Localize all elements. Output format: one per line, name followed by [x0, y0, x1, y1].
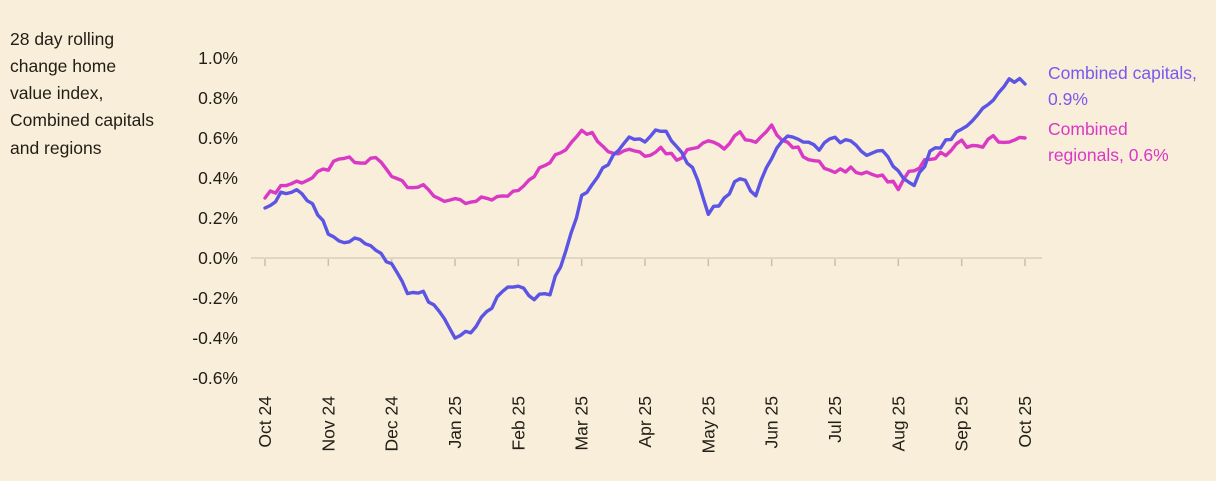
- x-tick-label: Oct 25: [1015, 396, 1035, 448]
- y-tick-label: -0.6%: [192, 368, 238, 388]
- y-tick-label: 0.8%: [198, 88, 238, 108]
- chart-title: 28 day rolling change home value index, …: [10, 29, 154, 158]
- legend-regionals-label: Combined regionals, 0.6%: [1048, 119, 1169, 166]
- y-tick-label: 1.0%: [198, 48, 238, 68]
- series-line-combined-capitals: [263, 76, 1027, 340]
- y-tick-label: -0.4%: [192, 328, 238, 348]
- x-tick-label: Jul 25: [825, 396, 845, 443]
- x-tick-label: Dec 24: [382, 396, 402, 452]
- x-tick-label: Aug 25: [888, 396, 908, 451]
- x-tick-label: Oct 24: [255, 396, 275, 448]
- series-line-combined-regionals: [263, 123, 1027, 206]
- x-tick-label: May 25: [698, 396, 718, 453]
- legend-capitals-label: Combined capitals, 0.9%: [1048, 63, 1197, 110]
- x-tick-label: Jun 25: [762, 396, 782, 449]
- y-tick-label: 0.6%: [198, 128, 238, 148]
- y-tick-label: 0.2%: [198, 208, 238, 228]
- y-tick-label: 0.0%: [198, 248, 238, 268]
- x-tick-label: Nov 24: [318, 396, 338, 452]
- y-tick-label: 0.4%: [198, 168, 238, 188]
- x-tick-label: Apr 25: [635, 396, 655, 448]
- x-tick-label: Mar 25: [572, 396, 592, 450]
- x-tick-label: Jan 25: [445, 396, 465, 449]
- y-tick-label: -0.2%: [192, 288, 238, 308]
- x-tick-label: Feb 25: [508, 396, 528, 450]
- x-tick-label: Sep 25: [952, 396, 972, 451]
